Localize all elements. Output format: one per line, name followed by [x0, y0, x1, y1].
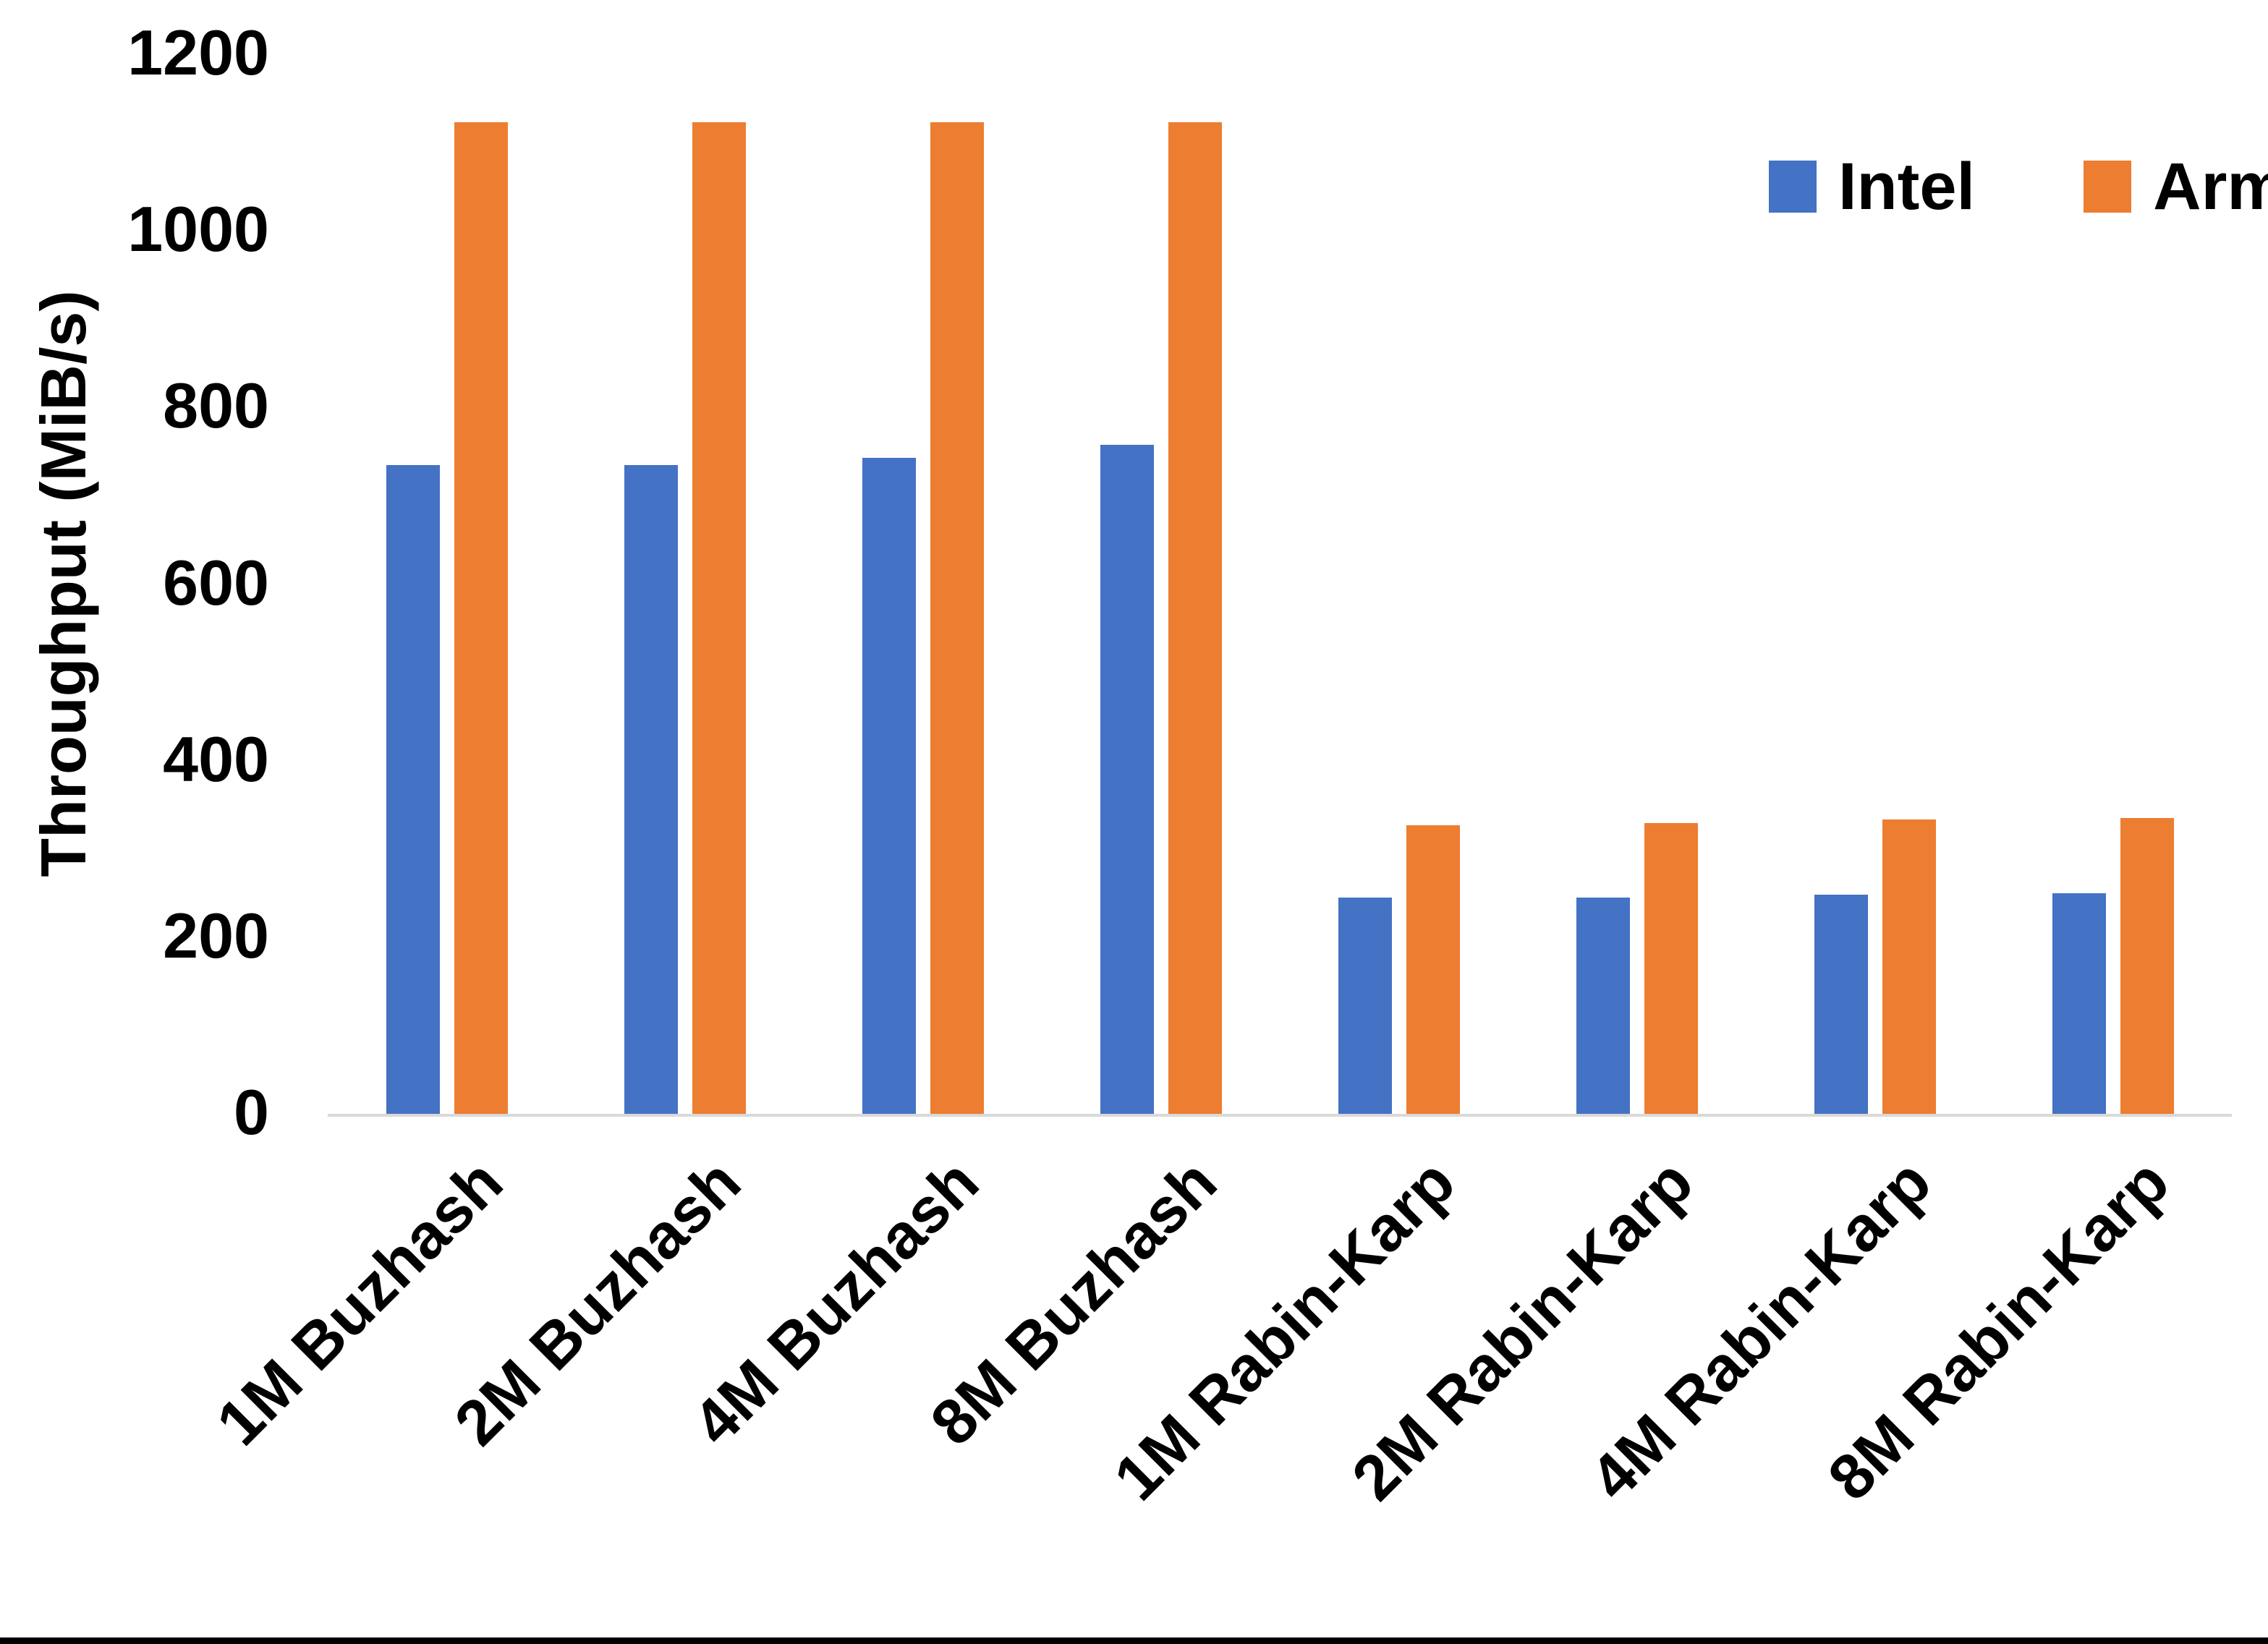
y-tick-label: 400 — [163, 723, 269, 795]
legend-item-arm: Arm — [2084, 153, 2268, 220]
y-tick-label: 600 — [163, 546, 269, 618]
bar-arm-2m-rabin-karp — [1644, 823, 1698, 1114]
bar-intel-4m-buzhash — [862, 457, 916, 1114]
bar-arm-1m-buzhash — [454, 122, 508, 1114]
bar-intel-8m-rabin-karp — [2052, 893, 2106, 1114]
bar-intel-2m-buzhash — [624, 464, 678, 1114]
bottom-border — [0, 1637, 2268, 1644]
bar-arm-4m-buzhash — [930, 122, 984, 1114]
legend-label-intel: Intel — [1838, 150, 1976, 223]
legend-label-arm: Arm — [2153, 150, 2268, 223]
y-tick-label: 800 — [163, 370, 269, 442]
bar-arm-4m-rabin-karp — [1882, 819, 1936, 1114]
arm-series-swatch-icon — [2084, 161, 2132, 213]
bar-arm-8m-buzhash — [1168, 122, 1222, 1114]
y-tick-label: 200 — [163, 900, 269, 972]
bar-intel-2m-rabin-karp — [1576, 897, 1630, 1114]
y-tick-label: 1000 — [127, 193, 269, 265]
legend-item-intel: Intel — [1769, 153, 1975, 220]
bar-arm-2m-buzhash — [692, 122, 746, 1114]
x-axis-line — [328, 1114, 2232, 1117]
bar-intel-1m-rabin-karp — [1338, 897, 1392, 1114]
legend: Intel Arm — [1769, 153, 2268, 220]
y-tick-label: 0 — [234, 1076, 269, 1149]
intel-series-swatch-icon — [1769, 161, 1817, 213]
bar-arm-8m-rabin-karp — [2120, 818, 2174, 1114]
y-tick-label: 1200 — [127, 17, 269, 89]
bar-intel-4m-rabin-karp — [1814, 895, 1868, 1114]
bar-intel-8m-buzhash — [1100, 444, 1154, 1114]
bar-arm-1m-rabin-karp — [1406, 825, 1460, 1114]
bar-intel-1m-buzhash — [386, 464, 440, 1114]
